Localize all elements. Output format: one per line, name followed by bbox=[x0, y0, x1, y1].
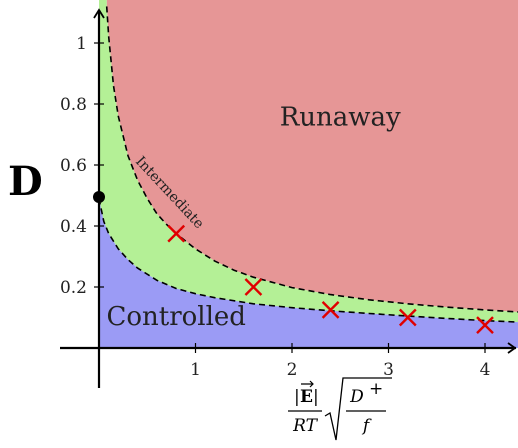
markers bbox=[167, 224, 494, 334]
y-axis-label: D bbox=[8, 158, 43, 205]
x-tick-label: 2 bbox=[287, 360, 298, 380]
xlabel-abs-close: | bbox=[313, 387, 319, 407]
y-tick-label: 0.6 bbox=[60, 156, 87, 176]
vector-arrow-icon bbox=[301, 380, 314, 388]
ticks: 1 2 3 4 0.2 0.4 0.6 0.8 1 bbox=[60, 34, 490, 380]
runaway-region bbox=[106, 0, 518, 312]
x-tick-label: 4 bbox=[480, 360, 491, 380]
xlabel-sqrt-sup: + bbox=[369, 379, 383, 399]
controlled-label: Controlled bbox=[106, 302, 245, 332]
lower-boundary-line bbox=[98, 198, 518, 323]
x-axis-label: | E | RT D + f bbox=[288, 377, 392, 441]
x-axis-arrow-icon bbox=[507, 342, 517, 354]
cross-marker bbox=[321, 301, 340, 319]
y-tick-label: 0.4 bbox=[60, 217, 87, 237]
cross-marker bbox=[398, 308, 417, 327]
highlight-point bbox=[93, 191, 105, 204]
y-axis-arrow-icon bbox=[93, 8, 105, 19]
cross-marker bbox=[244, 278, 263, 296]
xlabel-vector-e: E bbox=[300, 387, 313, 407]
sqrt-sign-icon bbox=[324, 377, 392, 441]
x-tick-label: 1 bbox=[190, 360, 201, 380]
upper-boundary-line bbox=[105, 6, 518, 313]
x-tick-label: 3 bbox=[383, 360, 394, 380]
y-tick-label: 0.8 bbox=[60, 95, 87, 115]
controlled-region bbox=[99, 198, 518, 348]
xlabel-denominator: RT bbox=[292, 416, 319, 436]
cross-marker bbox=[167, 224, 186, 243]
y-tick-label: 0.2 bbox=[60, 278, 87, 298]
cross-marker bbox=[476, 316, 494, 334]
runaway-label: Runaway bbox=[280, 102, 401, 132]
y-tick-label: 1 bbox=[76, 34, 87, 54]
xlabel-abs-open: | bbox=[294, 387, 300, 407]
xlabel-sqrt-denominator: f bbox=[361, 416, 372, 436]
xlabel-sqrt-numerator: D bbox=[349, 387, 364, 407]
